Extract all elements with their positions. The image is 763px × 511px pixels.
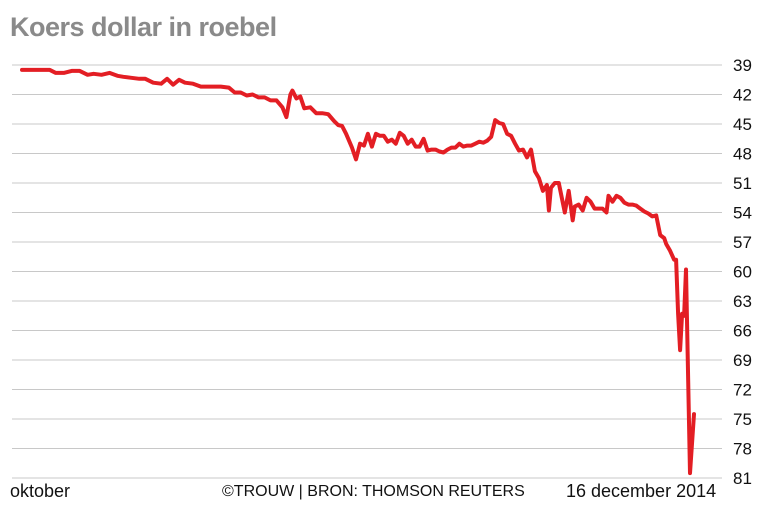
x-axis-end-label: 16 december 2014	[566, 481, 717, 501]
gridlines	[12, 64, 722, 479]
y-tick-label: 69	[733, 351, 752, 370]
x-axis-start-label: oktober	[10, 481, 71, 501]
y-tick-label: 42	[733, 86, 752, 105]
series-line	[20, 67, 696, 476]
y-tick-label: 57	[733, 233, 752, 252]
series-layer	[20, 67, 696, 476]
y-tick-label: 45	[733, 115, 752, 134]
y-tick-label: 51	[733, 174, 752, 193]
y-tick-label: 72	[733, 381, 752, 400]
y-tick-label: 48	[733, 145, 752, 164]
chart-title: Koers dollar in roebel	[10, 12, 277, 42]
y-tick-label: 54	[733, 204, 752, 223]
y-axis-ticks: 39 42 45 48 51 54 57 60 63 66 69 72 75 78 81	[733, 56, 752, 488]
y-tick-label: 78	[733, 440, 752, 459]
y-tick-label: 63	[733, 292, 752, 311]
y-tick-label: 81	[733, 469, 752, 488]
y-tick-label: 75	[733, 410, 752, 429]
y-tick-label: 39	[733, 56, 752, 75]
source-credit: ©TROUW | BRON: THOMSON REUTERS	[222, 483, 525, 500]
y-tick-label: 66	[733, 322, 752, 341]
y-tick-label: 60	[733, 263, 752, 282]
